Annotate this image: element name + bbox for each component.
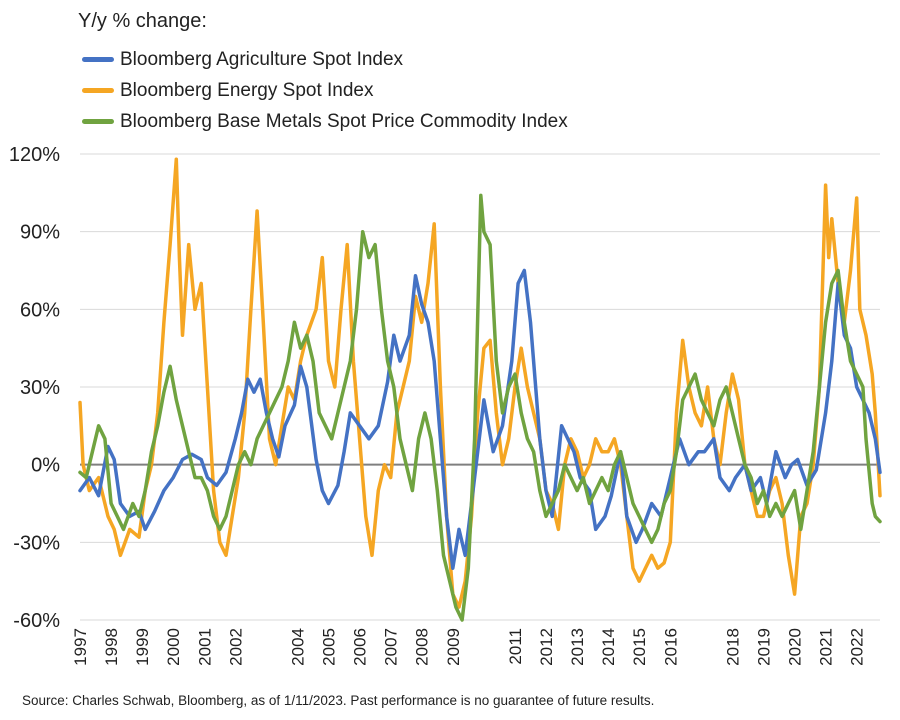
x-tick-label: 2016 [661, 628, 680, 666]
y-tick-label: 60% [20, 299, 60, 321]
legend-item-agriculture: Bloomberg Agriculture Spot Index [82, 44, 568, 75]
x-tick-label: 2021 [817, 628, 836, 666]
series-lines [78, 157, 882, 622]
series-line-2 [78, 193, 882, 622]
x-tick-label: 2018 [723, 628, 742, 666]
series-line-0 [78, 268, 882, 570]
x-tick-label: 2007 [382, 628, 401, 666]
x-tick-label: 2012 [537, 628, 556, 666]
legend-label-agriculture: Bloomberg Agriculture Spot Index [120, 48, 404, 70]
y-axis-ticks: -60% -30% 0% 30% 60% 90% 120% [9, 144, 60, 632]
x-tick-label: 2014 [599, 628, 618, 666]
legend-swatch-agriculture [82, 57, 114, 62]
x-tick-label: 2022 [848, 628, 867, 666]
source-note: Source: Charles Schwab, Bloomberg, as of… [22, 693, 655, 708]
y-tick-label: -60% [13, 610, 60, 632]
x-tick-label: 2005 [320, 628, 339, 666]
legend: Bloomberg Agriculture Spot Index Bloombe… [82, 44, 568, 137]
x-tick-label: 2008 [413, 628, 432, 666]
x-tick-label: 2006 [351, 628, 370, 666]
x-tick-label: 1999 [133, 628, 152, 666]
legend-label-energy: Bloomberg Energy Spot Index [120, 79, 374, 101]
y-tick-label: 90% [20, 222, 60, 244]
x-tick-label: 1997 [71, 628, 90, 666]
x-tick-label: 2002 [226, 628, 245, 666]
legend-swatch-base-metals [82, 119, 114, 124]
y-tick-label: 30% [20, 377, 60, 399]
x-tick-label: 2009 [444, 628, 463, 666]
y-tick-label: 0% [31, 455, 60, 477]
x-tick-label: 2020 [786, 628, 805, 666]
legend-swatch-energy [82, 88, 114, 93]
legend-item-energy: Bloomberg Energy Spot Index [82, 75, 568, 106]
y-tick-label: 120% [9, 144, 60, 166]
x-tick-label: 2000 [164, 628, 183, 666]
chart-title: Y/y % change: [78, 10, 207, 32]
x-tick-label: 2015 [630, 628, 649, 666]
x-tick-label: 2013 [568, 628, 587, 666]
x-tick-label: 2001 [195, 628, 214, 666]
x-axis-ticks: 1997 1998 1999 2000 2001 2002 2004 2005 2006 2007… [71, 628, 867, 666]
x-tick-label: 2011 [506, 628, 525, 665]
x-tick-label: 1998 [102, 628, 121, 666]
legend-label-base-metals: Bloomberg Base Metals Spot Price Commodi… [120, 110, 568, 132]
x-tick-label: 2019 [754, 628, 773, 666]
y-tick-label: -30% [13, 532, 60, 554]
x-tick-label: 2004 [288, 628, 307, 666]
legend-item-base-metals: Bloomberg Base Metals Spot Price Commodi… [82, 106, 568, 137]
